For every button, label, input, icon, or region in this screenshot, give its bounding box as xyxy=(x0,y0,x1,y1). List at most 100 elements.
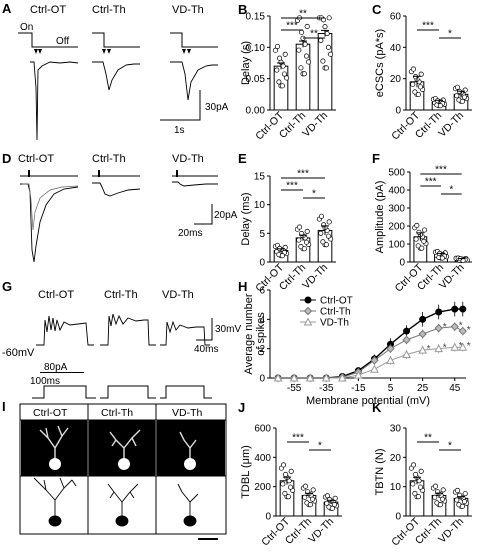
data-point xyxy=(410,81,416,87)
data-point xyxy=(325,233,332,239)
data-point xyxy=(329,505,335,511)
data-point xyxy=(410,481,416,487)
data-point xyxy=(302,41,308,47)
panel-i: I Ctrl-OT Ctrl-Th VD-Th xyxy=(2,399,227,540)
data-point xyxy=(459,503,465,509)
data-point xyxy=(303,239,310,245)
y-tick-label: 20 xyxy=(390,74,402,85)
image-scale-bar xyxy=(198,538,218,540)
significance-marker: * xyxy=(443,343,447,354)
data-point xyxy=(437,502,443,508)
data-point xyxy=(282,490,288,497)
significance-label: * xyxy=(318,441,322,452)
legend-label: Ctrl-Th xyxy=(320,307,351,318)
current-step-label: 80pA xyxy=(44,362,68,373)
data-point xyxy=(326,15,332,21)
panel-label-j: J xyxy=(238,400,245,415)
data-point xyxy=(304,23,310,29)
significance-label: *** xyxy=(286,21,298,32)
series-line xyxy=(278,308,463,379)
data-point xyxy=(454,487,461,494)
data-point xyxy=(324,30,330,37)
data-point xyxy=(325,44,332,50)
data-point xyxy=(298,65,304,71)
image-header-ctrl-th: Ctrl-Th xyxy=(101,407,133,419)
data-point xyxy=(320,58,326,64)
trace-title-a-vd-th: VD-Th xyxy=(172,4,204,16)
trace-title-d-ctrl-th: Ctrl-Th xyxy=(92,153,126,165)
significance-label: ** xyxy=(299,9,307,20)
y-tick-label: 0.00 xyxy=(246,106,266,117)
panel-label-e: E xyxy=(238,151,247,166)
data-point xyxy=(417,484,424,490)
significance-marker: * xyxy=(459,321,463,332)
significance-label: *** xyxy=(425,177,437,188)
data-point xyxy=(418,468,424,474)
series-marker xyxy=(403,327,411,335)
series-marker xyxy=(434,344,444,353)
trace-title-g-ctrl-ot: Ctrl-OT xyxy=(38,289,74,301)
arrow-icon xyxy=(102,49,106,54)
stim-step-a-ctrl-ot xyxy=(18,32,78,48)
data-point xyxy=(287,484,294,490)
data-point xyxy=(318,213,325,219)
y-tick-label: 300 xyxy=(388,204,405,215)
significance-label: *** xyxy=(435,165,447,176)
significance-label: *** xyxy=(292,433,304,444)
data-point xyxy=(309,496,316,502)
data-point xyxy=(279,253,285,259)
data-point xyxy=(284,75,290,81)
data-point xyxy=(322,24,328,30)
y-axis-label-line: Average number xyxy=(243,293,255,374)
data-point xyxy=(296,237,302,243)
series-marker xyxy=(434,323,443,333)
data-point xyxy=(439,255,445,261)
data-point xyxy=(280,462,287,468)
data-point xyxy=(413,471,419,478)
series-marker xyxy=(370,356,379,365)
panel-label-b: B xyxy=(238,2,247,17)
x-tick-label: -15 xyxy=(351,383,366,394)
arrow-icon xyxy=(187,49,191,54)
y-tick-label: 600 xyxy=(254,424,271,435)
scale-bar-step-time xyxy=(40,372,84,373)
current-trace-d-ctrl-ot-overlay xyxy=(22,183,79,231)
series-marker xyxy=(303,306,313,316)
scale-label-g-y: 30mV xyxy=(215,324,241,335)
data-point xyxy=(285,494,291,500)
y-tick-label: 20 xyxy=(390,453,402,464)
significance-label: * xyxy=(448,29,452,40)
legend-label: VD-Th xyxy=(320,318,349,329)
data-point xyxy=(324,500,330,506)
data-point xyxy=(432,483,439,489)
current-trace-a-vd-th xyxy=(170,61,218,101)
y-tick-label: 0 xyxy=(265,512,271,523)
y-axis-label: Delay (s) xyxy=(240,41,252,85)
series-marker xyxy=(386,344,395,353)
data-point xyxy=(462,491,468,497)
data-point xyxy=(301,246,307,252)
significance-label: * xyxy=(448,441,452,452)
y-axis-label: Amplitude (pA) xyxy=(374,181,386,254)
data-point xyxy=(323,242,329,248)
data-point xyxy=(306,59,312,65)
x-tick-label: 45 xyxy=(449,383,461,394)
data-point xyxy=(454,497,460,503)
data-point xyxy=(301,71,307,77)
category-label: VD-Th xyxy=(436,516,466,546)
holding-potential-label: -60mV xyxy=(2,347,35,359)
panel-label-h: H xyxy=(238,279,247,294)
x-tick-label: 25 xyxy=(417,383,429,394)
data-point xyxy=(415,91,421,98)
neuron-image-vd-th xyxy=(179,431,197,470)
data-point xyxy=(318,37,324,43)
data-point xyxy=(410,66,417,72)
arrow-icon xyxy=(38,49,42,54)
data-point xyxy=(331,502,338,508)
data-point xyxy=(328,51,334,57)
data-point xyxy=(418,71,424,77)
